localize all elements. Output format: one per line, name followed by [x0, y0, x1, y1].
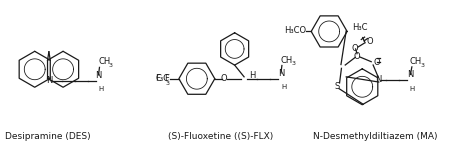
Text: (S)-Fluoxetine ((S)-FLX): (S)-Fluoxetine ((S)-FLX): [168, 132, 273, 141]
Text: N-Desmethyldiltiazem (MA): N-Desmethyldiltiazem (MA): [313, 132, 437, 141]
Text: O: O: [220, 74, 227, 83]
Text: O: O: [366, 37, 373, 46]
Text: N: N: [278, 69, 284, 78]
Text: CH: CH: [410, 57, 422, 66]
Text: H: H: [99, 86, 104, 92]
Text: N: N: [46, 76, 52, 85]
Text: 3: 3: [292, 61, 295, 66]
Text: H: H: [249, 71, 255, 80]
Text: H₃CO: H₃CO: [284, 26, 306, 36]
Text: S: S: [335, 82, 340, 91]
Text: C: C: [155, 74, 161, 83]
Text: O: O: [352, 44, 358, 53]
Text: O: O: [354, 52, 360, 61]
Text: 3: 3: [109, 63, 113, 68]
Text: N: N: [374, 75, 381, 84]
Text: H: H: [281, 84, 286, 90]
Text: O: O: [374, 58, 380, 67]
Text: F: F: [164, 74, 169, 83]
Text: 3: 3: [166, 81, 170, 86]
Text: CH: CH: [281, 56, 293, 65]
Text: CH: CH: [98, 57, 110, 66]
Text: H₃C: H₃C: [353, 23, 368, 32]
Text: N: N: [95, 71, 102, 80]
Text: 3: 3: [420, 63, 424, 68]
Text: N: N: [407, 70, 413, 79]
Text: Desipramine (DES): Desipramine (DES): [5, 132, 91, 141]
Text: H: H: [410, 86, 415, 92]
Text: F₃C: F₃C: [155, 74, 169, 83]
